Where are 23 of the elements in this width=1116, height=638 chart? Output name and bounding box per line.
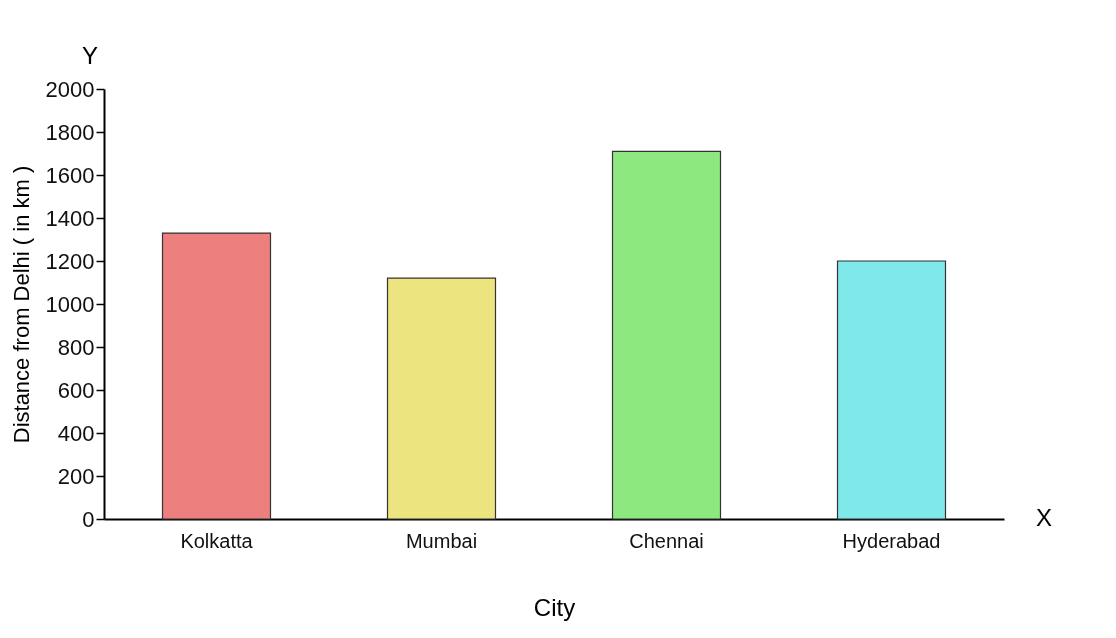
- bar: [161, 232, 272, 520]
- text: Y: [81, 42, 99, 69]
- x-tick-label: Kolkatta: [180, 529, 254, 552]
- y-tick-label: 400: [57, 420, 95, 446]
- x-tick-label: Mumbai: [405, 529, 478, 552]
- y-tick-label: 1400: [45, 205, 95, 231]
- y-axis-title: Distance from Delhi ( in km ): [8, 165, 34, 444]
- bar: [611, 150, 722, 520]
- y-tick-label: 600: [57, 377, 95, 403]
- x-tick-label: Hyderabad: [842, 529, 941, 552]
- y-tick-label: 1000: [45, 291, 95, 317]
- bar: [386, 277, 497, 520]
- y-tick-label: 200: [57, 463, 95, 489]
- x-tick-label: Chennai: [629, 529, 704, 552]
- y-tick-label: 1800: [45, 119, 95, 145]
- y-tick-label: 1600: [45, 162, 95, 188]
- bar: [836, 260, 947, 520]
- y-tick-label: 0: [82, 506, 95, 532]
- y-tick-label: 2000: [45, 76, 95, 102]
- y-tick-label: 800: [57, 334, 95, 360]
- text: X: [1035, 504, 1053, 531]
- y-tick-label: 1200: [45, 248, 95, 274]
- x-axis-title: City: [533, 593, 576, 621]
